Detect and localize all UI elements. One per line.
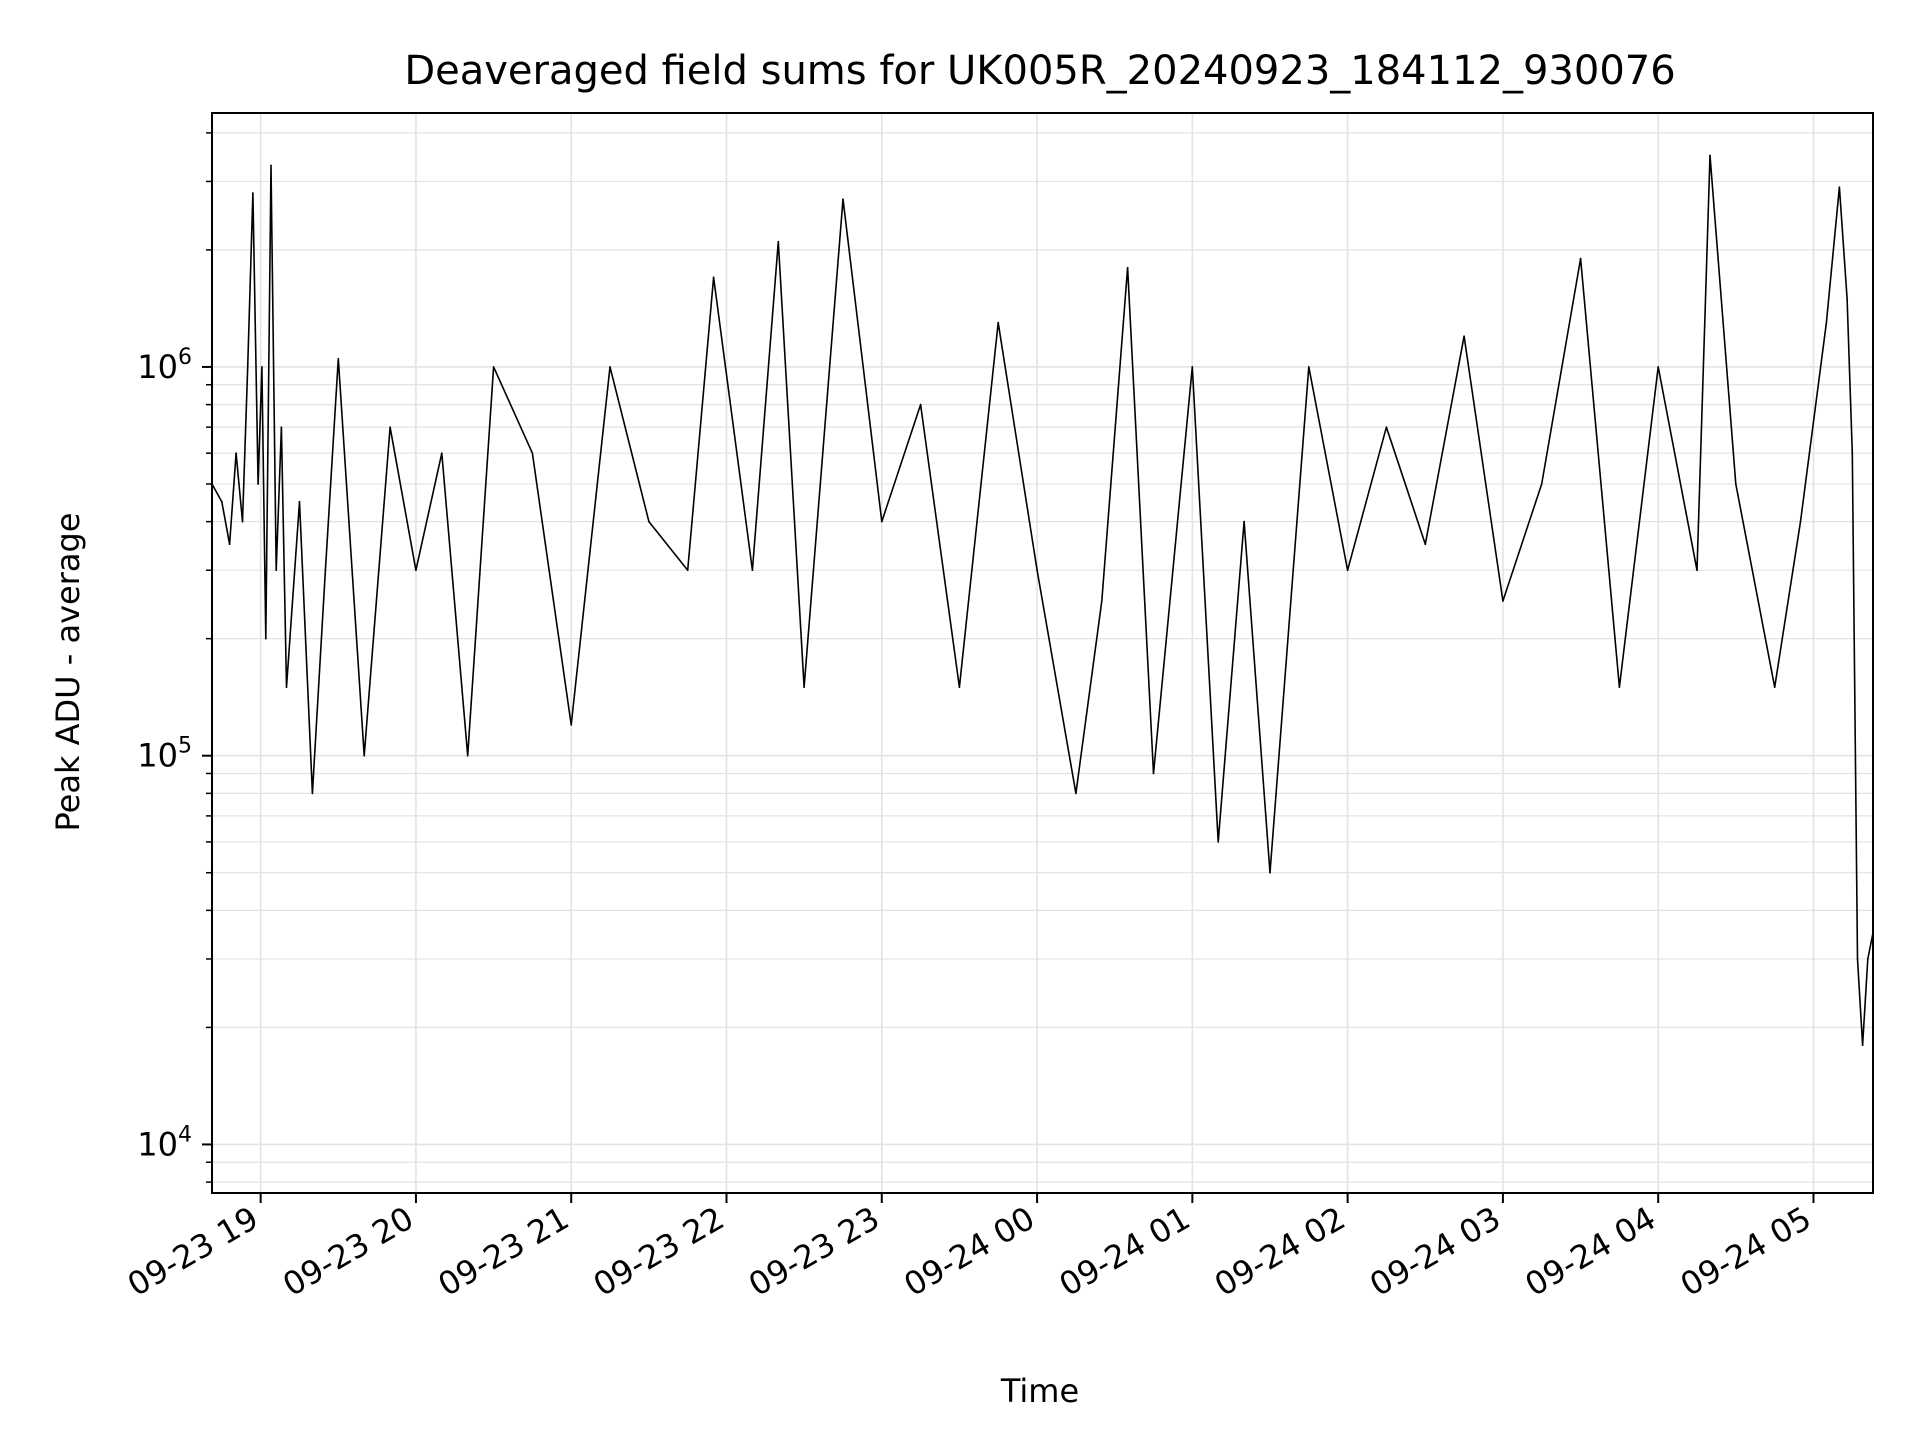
data-point bbox=[1243, 520, 1245, 523]
data-point bbox=[1036, 569, 1038, 572]
data-point bbox=[261, 366, 263, 368]
data-point bbox=[1385, 426, 1388, 428]
data-point bbox=[751, 569, 754, 572]
data-point bbox=[570, 724, 573, 726]
plot-frame bbox=[211, 112, 1874, 1194]
data-point bbox=[246, 366, 249, 368]
data-point bbox=[1075, 792, 1077, 795]
data-point bbox=[1502, 600, 1504, 602]
data-point bbox=[363, 754, 365, 757]
data-point bbox=[337, 357, 340, 360]
data-point bbox=[997, 321, 1000, 324]
data-point bbox=[609, 366, 611, 368]
data-point bbox=[389, 426, 391, 428]
data-point bbox=[1838, 186, 1841, 188]
data-point bbox=[1861, 1044, 1864, 1046]
data-point bbox=[265, 637, 267, 640]
data-point bbox=[1851, 452, 1854, 454]
data-point bbox=[712, 276, 715, 279]
data-point bbox=[1540, 483, 1543, 485]
data-point bbox=[298, 500, 301, 503]
data-point bbox=[880, 520, 883, 523]
data-point bbox=[241, 520, 244, 523]
data-point bbox=[1424, 543, 1427, 545]
data-point bbox=[1100, 600, 1103, 602]
y-tick-label: 104 bbox=[137, 1122, 192, 1163]
chart-title: Deaveraged field sums for UK005R_2024092… bbox=[404, 48, 1675, 94]
data-point bbox=[1735, 483, 1737, 485]
data-point bbox=[1126, 266, 1129, 269]
data-point bbox=[1217, 841, 1220, 843]
data-point bbox=[257, 483, 259, 485]
data-point bbox=[275, 569, 277, 572]
data-point bbox=[803, 686, 805, 689]
data-point bbox=[648, 520, 650, 523]
data-point bbox=[228, 543, 231, 545]
data-point bbox=[270, 164, 272, 167]
data-point bbox=[324, 569, 327, 572]
data-point bbox=[1696, 569, 1698, 572]
data-point bbox=[1846, 297, 1848, 300]
data-point bbox=[311, 792, 314, 795]
data-point bbox=[252, 192, 254, 194]
data-point bbox=[1867, 958, 1869, 960]
data-point bbox=[1709, 154, 1711, 157]
data-point bbox=[1773, 686, 1776, 689]
data-point bbox=[466, 754, 469, 757]
data-point bbox=[1825, 321, 1828, 324]
data-point bbox=[441, 452, 443, 454]
data-point bbox=[777, 240, 780, 243]
data-point bbox=[842, 198, 844, 201]
data-point bbox=[686, 569, 689, 572]
data-point bbox=[1579, 257, 1582, 260]
y-tick-label: 105 bbox=[137, 734, 192, 775]
data-point bbox=[1799, 520, 1802, 523]
data-point bbox=[492, 366, 495, 368]
data-point bbox=[221, 500, 223, 503]
data-point bbox=[285, 686, 288, 689]
data-point bbox=[1856, 958, 1859, 960]
data-point bbox=[1152, 772, 1155, 775]
data-point bbox=[1269, 871, 1271, 874]
y-tick-label: 106 bbox=[137, 345, 192, 386]
data-point bbox=[958, 686, 961, 689]
y-axis-label: Peak ADU - average bbox=[49, 513, 87, 832]
series-line bbox=[211, 154, 1874, 1046]
data-point bbox=[415, 569, 417, 572]
data-point bbox=[919, 403, 922, 406]
grid-layer bbox=[212, 113, 1873, 1193]
data-point bbox=[1618, 686, 1621, 689]
data-point bbox=[1308, 366, 1310, 368]
data-point bbox=[1463, 335, 1465, 337]
data-point bbox=[280, 426, 283, 428]
data-point bbox=[235, 452, 237, 454]
series-layer bbox=[211, 154, 1874, 1046]
x-axis-label: Time bbox=[1000, 1372, 1079, 1410]
data-point bbox=[1191, 366, 1194, 368]
data-point bbox=[1346, 569, 1349, 572]
data-point bbox=[1657, 366, 1659, 368]
data-point bbox=[531, 452, 534, 454]
